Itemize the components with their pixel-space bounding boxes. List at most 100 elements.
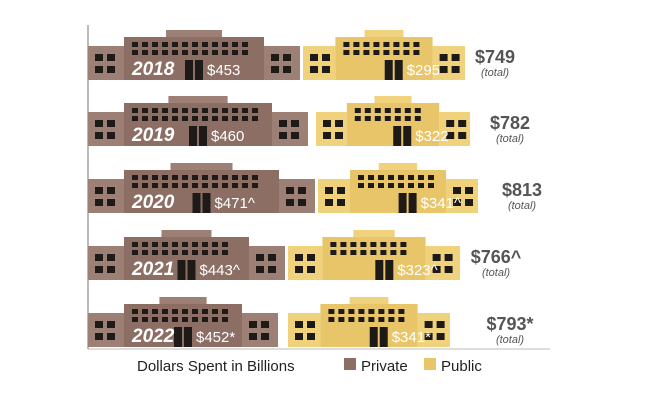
wing-window bbox=[337, 187, 345, 194]
private-value-label: $453 bbox=[207, 62, 240, 79]
public-building: $341* bbox=[288, 297, 450, 347]
wing-window bbox=[95, 132, 103, 139]
window bbox=[232, 175, 238, 180]
public-building: $295 bbox=[303, 30, 465, 80]
window bbox=[242, 108, 248, 113]
window bbox=[343, 50, 350, 55]
legend-public-label: Public bbox=[441, 358, 482, 375]
window bbox=[358, 175, 364, 180]
private-value-label: $460 bbox=[211, 128, 244, 145]
total-caption: (total) bbox=[482, 267, 510, 279]
wing-window bbox=[107, 199, 115, 206]
total-value: $766^ bbox=[471, 247, 522, 267]
door bbox=[189, 126, 197, 146]
wing-window bbox=[335, 132, 343, 139]
window bbox=[388, 317, 395, 322]
window bbox=[162, 242, 168, 247]
wing-window bbox=[325, 187, 333, 194]
window bbox=[152, 317, 158, 322]
main-block bbox=[346, 103, 440, 146]
window bbox=[242, 42, 248, 47]
window bbox=[358, 309, 365, 314]
window bbox=[162, 42, 168, 47]
wing-window bbox=[107, 132, 115, 139]
window bbox=[232, 183, 238, 188]
window bbox=[380, 250, 387, 255]
window bbox=[348, 317, 355, 322]
wing-window bbox=[458, 120, 467, 127]
roof-tower bbox=[374, 96, 412, 106]
window bbox=[413, 50, 420, 55]
window bbox=[202, 50, 208, 55]
wing-window bbox=[107, 266, 115, 273]
window bbox=[398, 183, 404, 188]
window bbox=[192, 250, 198, 255]
window bbox=[172, 183, 178, 188]
window bbox=[172, 309, 178, 314]
wing-window bbox=[95, 266, 103, 273]
total-value: $782 bbox=[490, 113, 530, 133]
window bbox=[418, 175, 424, 180]
window bbox=[162, 183, 168, 188]
window bbox=[408, 183, 414, 188]
door bbox=[199, 126, 207, 146]
window bbox=[383, 42, 390, 47]
window bbox=[353, 50, 360, 55]
year-label: 2021 bbox=[131, 259, 174, 280]
window bbox=[364, 108, 371, 113]
window bbox=[378, 175, 384, 180]
window bbox=[162, 108, 168, 113]
wing-window bbox=[95, 66, 103, 73]
wing-window bbox=[325, 199, 333, 206]
window bbox=[360, 242, 367, 247]
year-row-2022: 2022 $452* $341* $793*(total) bbox=[88, 297, 534, 347]
private-value-label: $471^ bbox=[215, 195, 255, 212]
window bbox=[252, 183, 258, 188]
window bbox=[152, 108, 158, 113]
window bbox=[222, 317, 228, 322]
window bbox=[378, 317, 385, 322]
private-building: 2018 $453 bbox=[88, 30, 300, 80]
left-wing bbox=[88, 246, 124, 280]
wing-window bbox=[268, 254, 276, 261]
window bbox=[192, 175, 198, 180]
window bbox=[172, 242, 178, 247]
window bbox=[383, 50, 390, 55]
public-building: $323^ bbox=[288, 230, 460, 280]
wing-window bbox=[295, 321, 303, 328]
door bbox=[369, 327, 378, 347]
door bbox=[177, 260, 186, 280]
window bbox=[242, 183, 248, 188]
wing-window bbox=[453, 187, 461, 194]
window bbox=[403, 42, 410, 47]
public-building: $341^ bbox=[318, 163, 478, 213]
window bbox=[360, 250, 367, 255]
wing-window bbox=[465, 187, 473, 194]
wing-window bbox=[271, 66, 279, 73]
wing-window bbox=[298, 187, 306, 194]
left-wing bbox=[318, 179, 350, 213]
wing-window bbox=[298, 199, 306, 206]
door bbox=[185, 60, 193, 80]
window bbox=[212, 108, 218, 113]
window bbox=[363, 42, 370, 47]
door bbox=[385, 260, 394, 280]
window bbox=[142, 242, 148, 247]
legend-private-swatch bbox=[344, 358, 356, 370]
window bbox=[354, 116, 361, 121]
window bbox=[132, 50, 138, 55]
window bbox=[363, 50, 370, 55]
window bbox=[142, 116, 148, 121]
window bbox=[353, 42, 360, 47]
wing-window bbox=[424, 333, 433, 340]
wing-window bbox=[256, 266, 264, 273]
window bbox=[242, 175, 248, 180]
wing-window bbox=[261, 321, 269, 328]
window bbox=[350, 242, 357, 247]
right-wing bbox=[439, 112, 470, 146]
window bbox=[252, 116, 258, 121]
total-caption: (total) bbox=[481, 67, 509, 79]
left-wing bbox=[88, 112, 124, 146]
window bbox=[413, 42, 420, 47]
year-row-2018: 2018 $453 $295 $749(total) bbox=[88, 30, 515, 80]
